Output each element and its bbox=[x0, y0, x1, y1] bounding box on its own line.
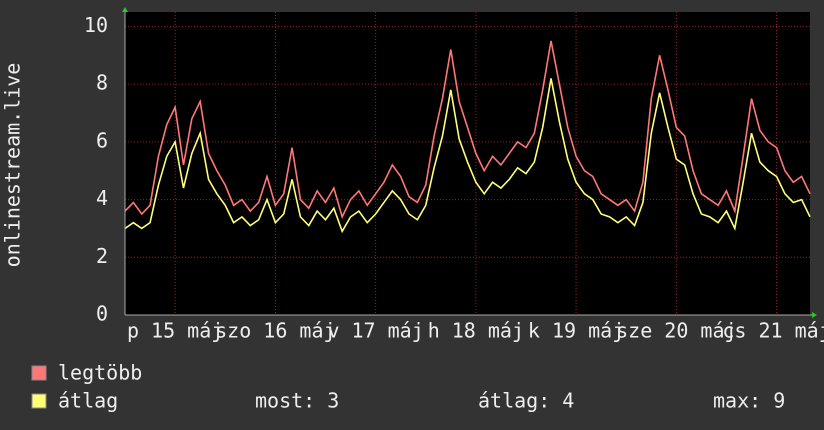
x-tick-label: cs 21 máj bbox=[722, 319, 824, 343]
legend-label: átlag bbox=[58, 389, 118, 413]
legend-swatch bbox=[31, 365, 47, 381]
x-tick-label: v 17 máj bbox=[327, 319, 423, 343]
axis-arrow bbox=[122, 7, 128, 12]
lines bbox=[124, 40, 811, 234]
series-line bbox=[124, 78, 811, 234]
y-tick-label: 8 bbox=[96, 71, 108, 95]
x-tick-label: p 15 máj bbox=[127, 319, 223, 343]
legend-stat: most: 3 bbox=[255, 389, 339, 413]
y-tick-label: 4 bbox=[96, 186, 108, 210]
x-tick-label: k 19 máj bbox=[528, 319, 624, 343]
x-tick-label: szo 16 máj bbox=[215, 319, 335, 343]
legend-swatch bbox=[31, 393, 47, 409]
legend-label: legtöbb bbox=[58, 361, 142, 385]
series-line bbox=[124, 40, 811, 220]
y-axis-label: onlinestream.live bbox=[1, 63, 25, 268]
legend: legtöbb átlag most: 3 átlag: 4 max: 9 bbox=[31, 361, 785, 413]
legend-stat: max: 9 bbox=[713, 389, 785, 413]
legend-stat: átlag: 4 bbox=[478, 389, 574, 413]
y-tick-label: 0 bbox=[96, 302, 108, 326]
y-tick-label: 6 bbox=[96, 128, 108, 152]
x-tick-label: sze 20 máj bbox=[616, 319, 736, 343]
grid bbox=[125, 12, 810, 316]
y-tick-label: 10 bbox=[84, 13, 108, 37]
y-tick-label: 2 bbox=[96, 244, 108, 268]
x-tick-label: h 18 máj bbox=[428, 319, 524, 343]
axis-arrow bbox=[812, 312, 817, 318]
